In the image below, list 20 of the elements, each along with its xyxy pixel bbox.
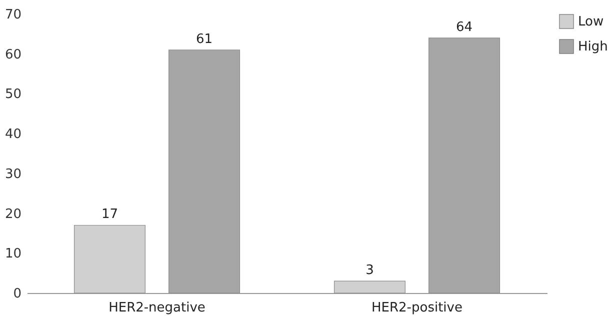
data-label: 61 <box>196 32 213 47</box>
legend-label: Low <box>578 14 604 30</box>
bar <box>334 280 406 294</box>
x-tick-label: HER2-positive <box>372 300 462 316</box>
y-tick-label: 30 <box>4 166 22 182</box>
data-label: 64 <box>456 20 473 35</box>
y-tick-label: 0 <box>13 286 22 302</box>
bar <box>168 50 240 294</box>
bar <box>74 224 146 294</box>
y-tick-label: 70 <box>4 8 22 22</box>
legend-label: High <box>578 40 608 54</box>
y-tick-label: 40 <box>4 127 22 142</box>
x-tick-label: HER2-negative <box>108 300 206 316</box>
y-tick-label: 20 <box>4 206 22 222</box>
y-tick-label: 10 <box>4 246 22 262</box>
y-tick-label: 50 <box>4 87 22 102</box>
bar <box>428 38 500 294</box>
data-label: 17 <box>101 207 118 222</box>
data-label: 3 <box>366 263 374 278</box>
y-tick-label: 60 <box>4 47 22 62</box>
